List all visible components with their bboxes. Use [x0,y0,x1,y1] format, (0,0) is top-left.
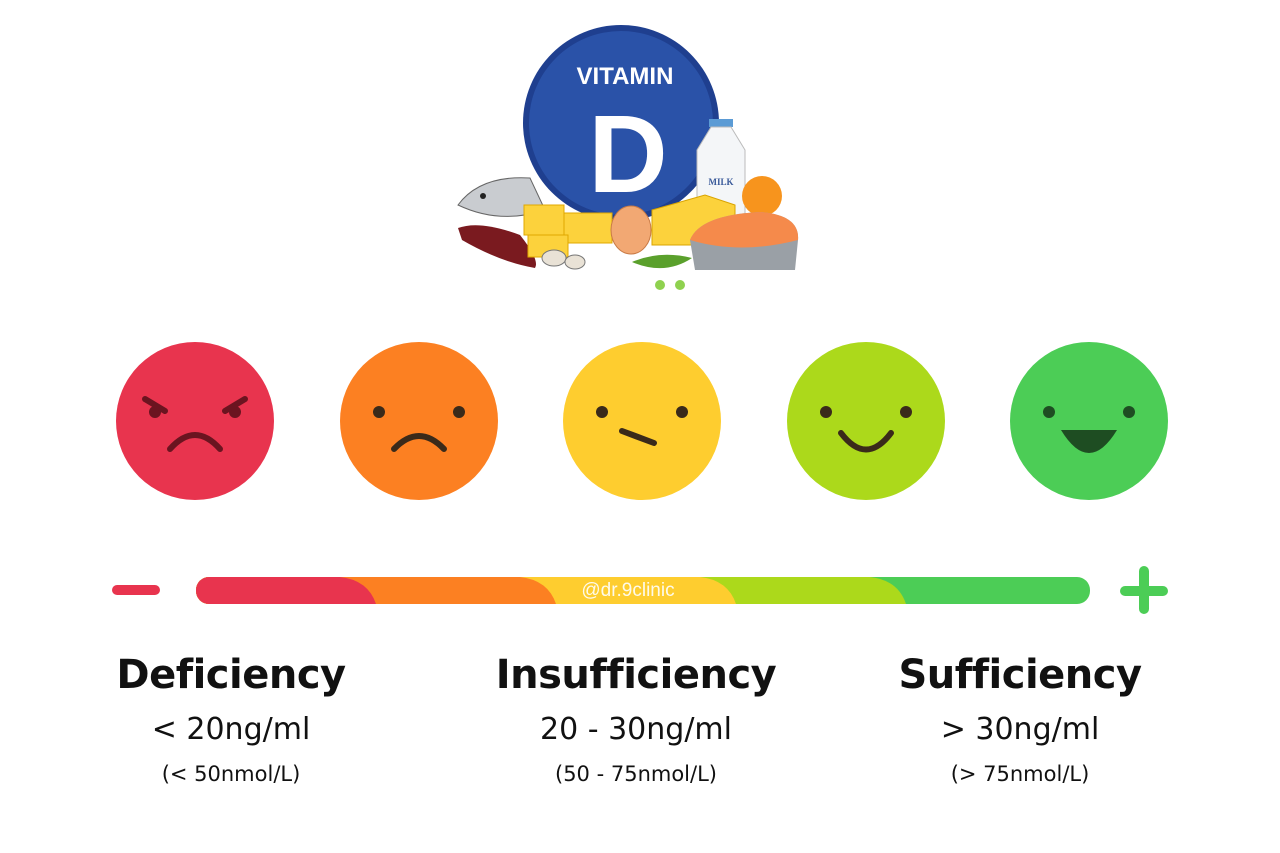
level-range-deficiency: < 20ng/ml [151,712,311,747]
face-smile-icon [787,342,945,500]
face-happy-icon [1010,342,1168,500]
letter-d: D [588,93,667,216]
vitamin-d-illustration: VITAMIN D MILK [457,25,799,290]
level-range-sufficiency: > 30ng/ml [940,712,1100,747]
level-nmol-sufficiency: (> 75nmol/L) [950,762,1090,786]
level-nmol-insufficiency: (50 - 75nmol/L) [555,762,717,786]
face-neutral-icon [563,342,721,500]
liver-icon [458,225,536,268]
mushroom-icon [541,249,586,270]
level-title-deficiency: Deficiency [116,652,346,698]
salmon-icon [690,212,799,270]
face-sad-icon [340,342,498,500]
butter-icon [523,204,613,258]
fish-icon [457,177,546,217]
vitamin-d-scale-bar [196,577,1090,604]
orange-icon [742,176,782,216]
milk-label: MILK [708,177,733,187]
peas-icon [632,254,692,290]
plus-icon [1120,566,1168,614]
egg-icon [610,205,652,255]
scale-segment-0 [196,577,376,604]
face-angry-icon [116,342,274,500]
watermark: @dr.9clinic [581,580,674,601]
level-range-insufficiency: 20 - 30ng/ml [540,712,732,747]
level-title-sufficiency: Sufficiency [898,652,1142,698]
level-nmol-deficiency: (< 50nmol/L) [161,762,301,786]
minus-icon [112,585,160,595]
level-title-insufficiency: Insufficiency [495,652,777,698]
vitamin-text: VITAMIN [577,63,674,90]
milk-bottle-icon: MILK [696,119,746,216]
